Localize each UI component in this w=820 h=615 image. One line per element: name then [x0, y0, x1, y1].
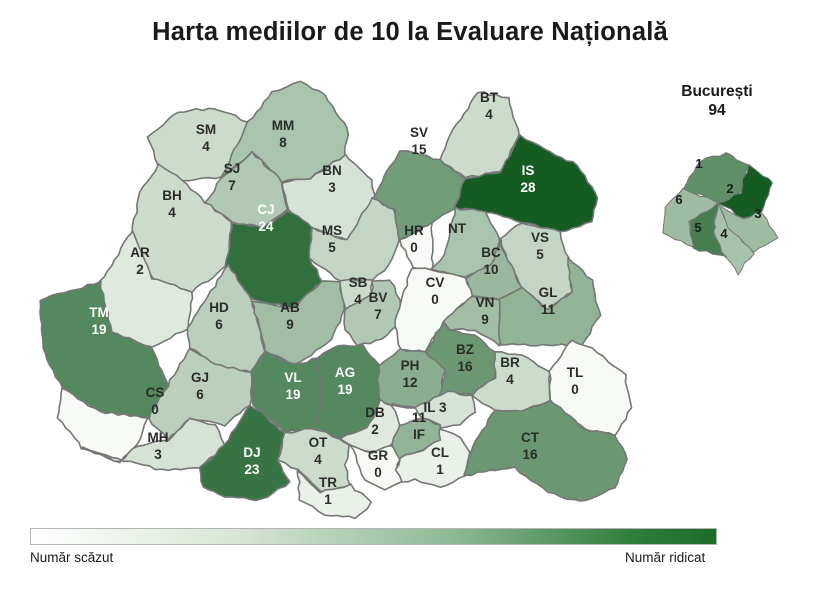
svg-text:BT: BT	[480, 90, 499, 105]
svg-text:16: 16	[522, 447, 538, 462]
svg-text:0: 0	[410, 240, 418, 255]
svg-text:24: 24	[258, 219, 274, 234]
svg-text:CS: CS	[146, 385, 165, 400]
svg-text:4: 4	[506, 372, 514, 387]
svg-text:IF: IF	[413, 427, 425, 442]
svg-text:PH: PH	[401, 358, 420, 373]
svg-text:15: 15	[411, 142, 427, 157]
svg-text:4: 4	[168, 205, 176, 220]
svg-text:NT: NT	[448, 221, 467, 236]
svg-text:HD: HD	[209, 300, 229, 315]
svg-text:9: 9	[286, 317, 294, 332]
svg-text:DB: DB	[365, 405, 385, 420]
svg-text:BN: BN	[322, 163, 342, 178]
svg-text:AR: AR	[130, 245, 150, 260]
svg-text:23: 23	[244, 462, 260, 477]
svg-text:CL: CL	[431, 445, 449, 460]
svg-text:MH: MH	[148, 430, 169, 445]
svg-text:CJ: CJ	[257, 202, 274, 217]
svg-text:GL: GL	[539, 285, 558, 300]
svg-text:8: 8	[279, 135, 287, 150]
svg-text:5: 5	[328, 240, 336, 255]
svg-text:SV: SV	[410, 125, 428, 140]
svg-text:BR: BR	[500, 355, 520, 370]
svg-text:0: 0	[431, 292, 439, 307]
svg-text:6: 6	[215, 317, 223, 332]
svg-text:VL: VL	[284, 370, 301, 385]
svg-text:MS: MS	[322, 223, 342, 238]
svg-text:3: 3	[328, 180, 336, 195]
svg-text:0: 0	[374, 465, 382, 480]
svg-text:TR: TR	[319, 475, 337, 490]
svg-text:SB: SB	[349, 275, 368, 290]
svg-text:19: 19	[337, 382, 352, 397]
svg-text:0: 0	[151, 402, 159, 417]
svg-text:94: 94	[708, 102, 726, 119]
svg-text:DJ: DJ	[243, 445, 260, 460]
svg-text:5: 5	[536, 247, 544, 262]
svg-text:AB: AB	[280, 300, 300, 315]
svg-text:VN: VN	[476, 295, 495, 310]
svg-text:12: 12	[402, 375, 417, 390]
svg-text:BV: BV	[369, 290, 388, 305]
svg-text:SM: SM	[196, 122, 216, 137]
svg-text:IL 3: IL 3	[423, 400, 447, 415]
svg-text:BZ: BZ	[456, 342, 474, 357]
svg-text:2: 2	[726, 181, 733, 196]
svg-text:BC: BC	[481, 245, 501, 260]
svg-text:SJ: SJ	[224, 161, 241, 176]
svg-text:1: 1	[695, 156, 702, 171]
svg-text:4: 4	[314, 452, 322, 467]
svg-text:BH: BH	[162, 188, 182, 203]
svg-text:OT: OT	[309, 435, 329, 450]
svg-text:GR: GR	[368, 448, 389, 463]
svg-text:MM: MM	[272, 118, 295, 133]
svg-text:19: 19	[285, 387, 300, 402]
svg-text:5: 5	[694, 220, 701, 235]
svg-text:VS: VS	[531, 230, 549, 245]
svg-text:GJ: GJ	[191, 370, 209, 385]
svg-text:19: 19	[91, 322, 106, 337]
svg-text:7: 7	[228, 178, 236, 193]
svg-text:6: 6	[196, 387, 204, 402]
svg-text:2: 2	[136, 262, 144, 277]
svg-text:HR: HR	[404, 223, 424, 238]
svg-text:TL: TL	[567, 365, 584, 380]
svg-text:7: 7	[374, 307, 382, 322]
svg-text:4: 4	[485, 107, 493, 122]
svg-text:3: 3	[754, 206, 761, 221]
svg-text:TM: TM	[89, 305, 109, 320]
svg-text:4: 4	[354, 292, 362, 307]
svg-text:11: 11	[541, 302, 556, 317]
svg-text:1: 1	[324, 492, 332, 507]
svg-text:1: 1	[436, 462, 444, 477]
svg-text:0: 0	[571, 382, 579, 397]
svg-text:10: 10	[483, 262, 498, 277]
svg-text:AG: AG	[335, 365, 355, 380]
svg-text:București: București	[681, 83, 753, 100]
svg-text:28: 28	[520, 180, 536, 195]
svg-text:2: 2	[371, 422, 379, 437]
svg-text:4: 4	[202, 139, 210, 154]
svg-text:4: 4	[720, 226, 728, 241]
svg-text:6: 6	[675, 192, 682, 207]
svg-text:CT: CT	[521, 430, 540, 445]
svg-text:3: 3	[154, 447, 162, 462]
svg-text:CV: CV	[426, 275, 445, 290]
svg-text:IS: IS	[522, 163, 535, 178]
svg-text:16: 16	[457, 359, 473, 374]
svg-text:9: 9	[481, 312, 489, 327]
